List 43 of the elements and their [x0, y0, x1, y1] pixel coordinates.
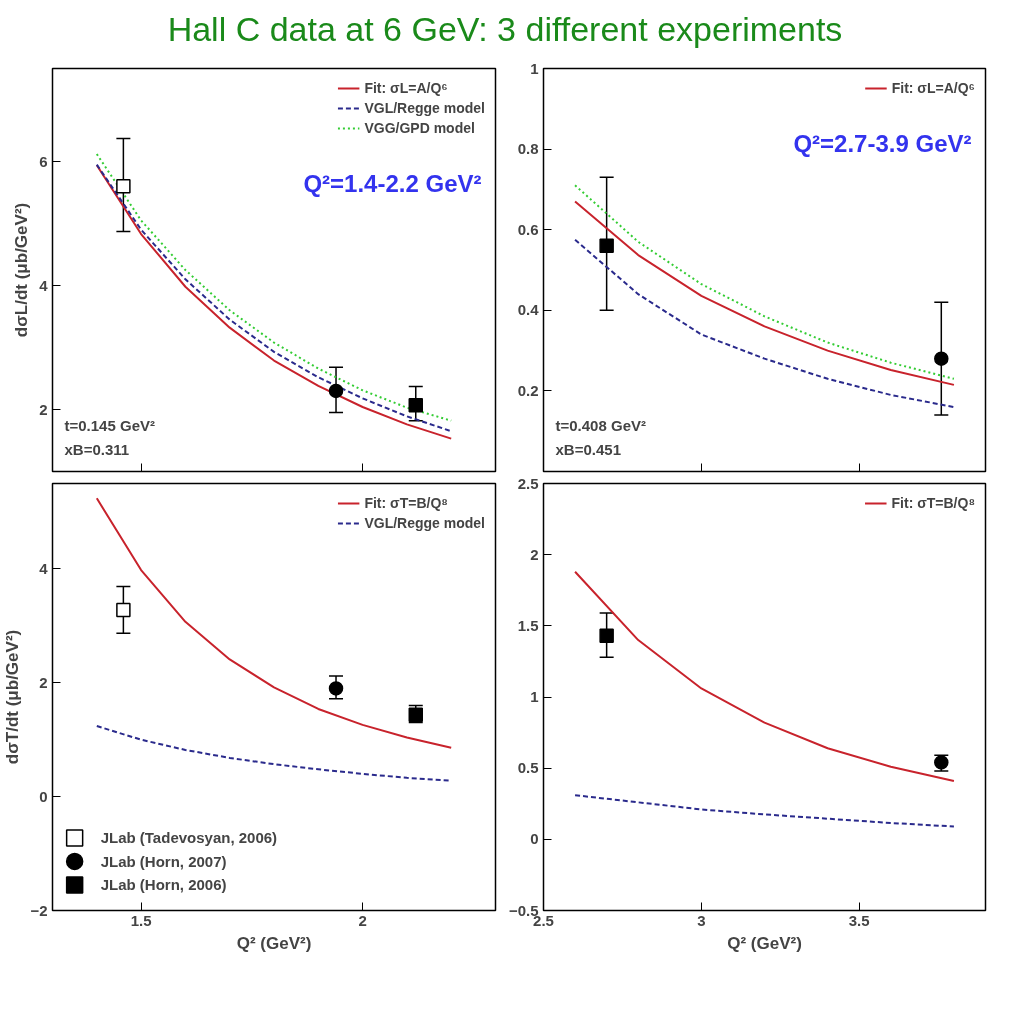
y-tick-label: 2.5: [517, 474, 539, 492]
annotation: Q²=2.7-3.9 GeV²: [793, 129, 972, 157]
y-tick-label: 6: [39, 152, 48, 170]
legend-label: Fit: σL=A/Q⁶: [364, 80, 448, 96]
annotation: t=0.408 GeV²: [555, 416, 646, 434]
y-axis-title: dσL/dt (μb/GeV²): [12, 202, 32, 338]
y-tick-label: 1: [530, 688, 539, 705]
y-tick-label: −2: [30, 901, 48, 919]
y-tick-label: 0.2: [517, 381, 539, 399]
y-tick-label: 0.4: [517, 301, 540, 319]
y-tick-label: 0.8: [517, 140, 539, 158]
y-tick-label: 1.5: [517, 616, 539, 634]
annotation: t=0.145 GeV²: [64, 416, 155, 434]
x-tick-label: 3: [697, 911, 706, 929]
x-axis-title: Q² (GeV²): [727, 933, 802, 953]
annotation: xB=0.311: [64, 440, 130, 458]
legend-label: JLab (Tadevosyan, 2006): [100, 829, 278, 847]
y-tick-label: 0.6: [517, 220, 539, 238]
legend-label: VGL/Regge model: [364, 515, 485, 531]
annotation: Q²=1.4-2.2 GeV²: [303, 169, 482, 197]
x-tick-label: 3.5: [848, 911, 870, 929]
y-tick-label: 1: [530, 59, 539, 77]
y-tick-label: 0.5: [517, 759, 539, 777]
y-tick-label: 4: [39, 559, 49, 577]
y-tick-label: 4: [39, 276, 49, 294]
legend-label: JLab (Horn, 2006): [100, 876, 227, 894]
y-tick-label: 0: [530, 830, 539, 848]
x-axis-title: Q² (GeV²): [236, 933, 312, 953]
annotation: xB=0.451: [555, 440, 621, 458]
legend-label: Fit: σL=A/Q⁶: [891, 80, 975, 96]
y-tick-label: 2: [530, 545, 539, 563]
chart-title: Hall C data at 6 GeV: 3 different experiments: [167, 9, 843, 50]
legend-label: JLab (Horn, 2007): [100, 852, 227, 870]
y-tick-label: 0: [39, 787, 48, 805]
legend-label: VGG/GPD model: [364, 120, 475, 136]
y-axis-title: dσT/dt (μb/GeV²): [3, 629, 23, 765]
y-tick-label: 2: [39, 673, 48, 691]
x-tick-label: 1.5: [130, 911, 152, 929]
x-tick-label: 2: [358, 911, 367, 929]
legend-label: Fit: σT=B/Q⁸: [891, 495, 975, 511]
y-tick-label: 2: [39, 400, 48, 418]
legend-label: VGL/Regge model: [364, 100, 485, 116]
legend-label: Fit: σT=B/Q⁸: [364, 495, 448, 511]
